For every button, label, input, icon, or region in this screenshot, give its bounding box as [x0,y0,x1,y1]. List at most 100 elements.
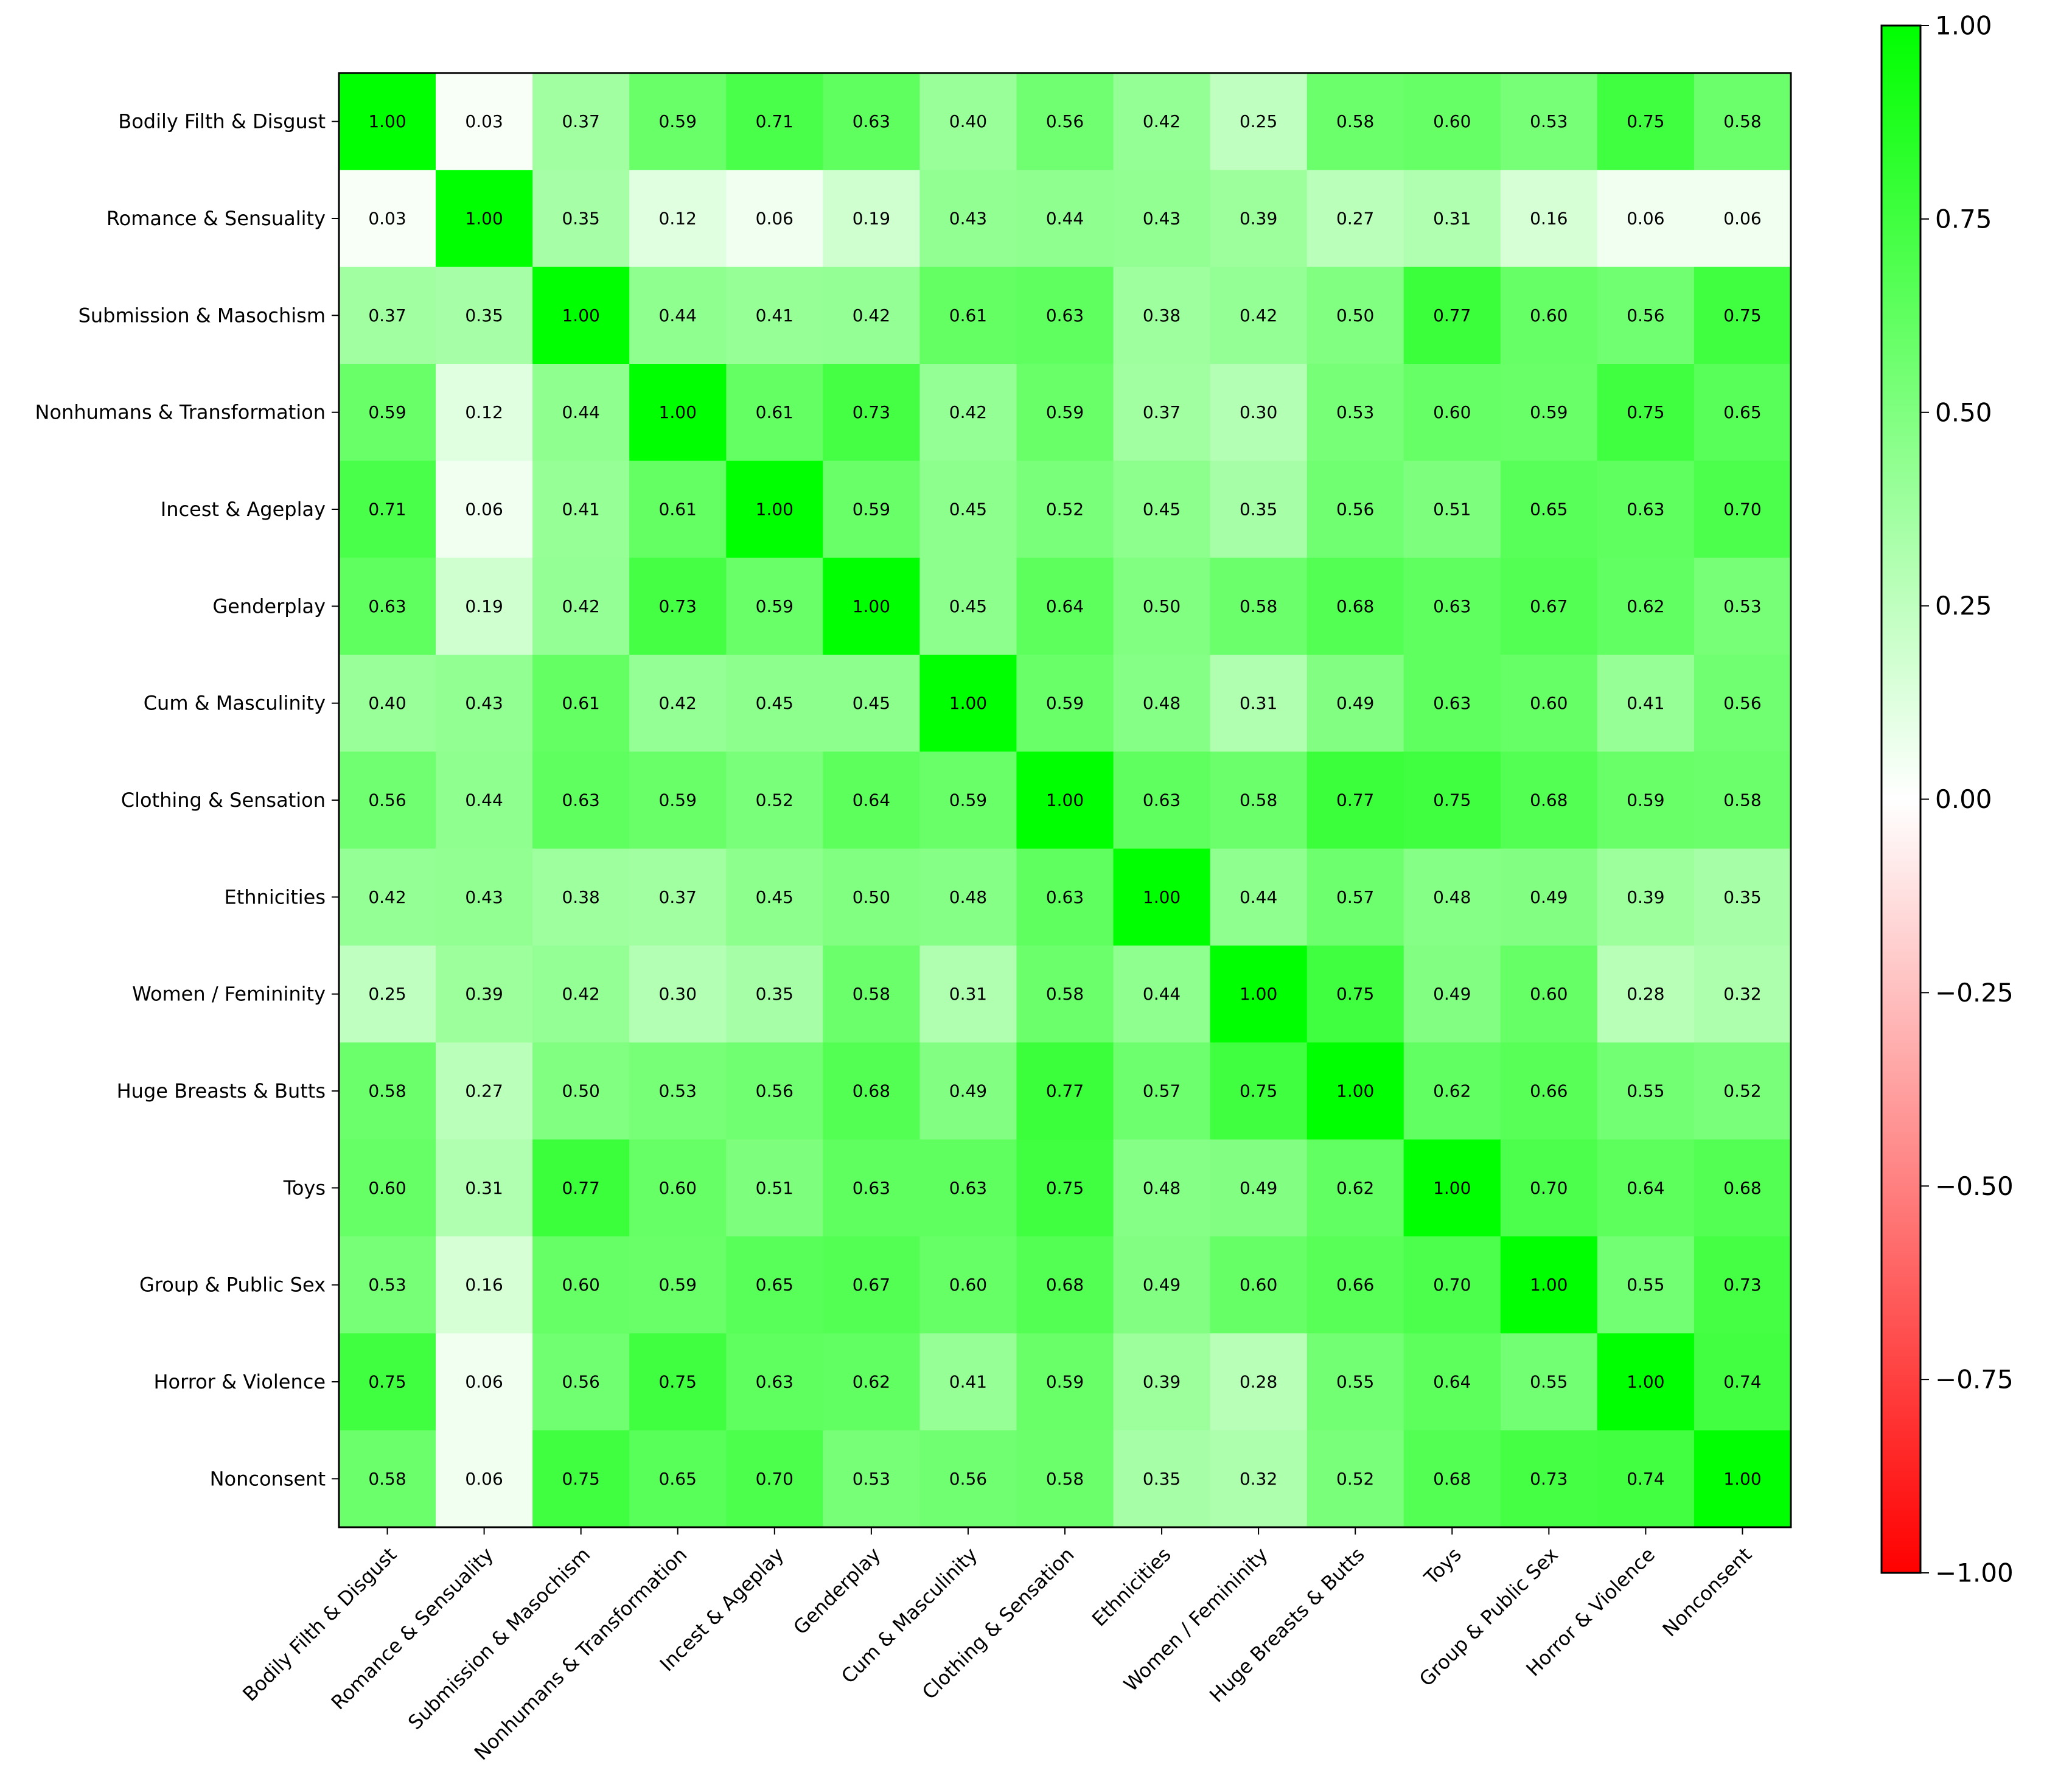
heatmap-cell [532,946,630,1043]
heatmap-cell [1500,1236,1598,1334]
cell-value-label: 0.56 [1336,500,1374,520]
heatmap-cell [1306,1333,1404,1431]
heatmap-cell [532,170,630,268]
cell-value-label: 0.12 [659,209,697,229]
heatmap-cell [1016,461,1114,559]
cell-value-label: 0.63 [1046,887,1084,907]
heatmap-cell [1016,946,1114,1043]
heatmap-cell [919,73,1017,170]
heatmap-cell [1306,267,1404,364]
heatmap-cell [726,1430,823,1528]
heatmap-cell [1403,1333,1501,1431]
cell-value-label: 0.68 [1046,1275,1084,1295]
cell-value-label: 0.37 [368,305,406,326]
heatmap-cell [823,1139,920,1237]
colorbar-tick-label: 0.75 [1935,204,1992,234]
cell-value-label: 0.52 [1046,500,1084,520]
heatmap-cell [1500,1139,1598,1237]
heatmap-cell [1597,1430,1695,1528]
heatmap-cell [1694,946,1791,1043]
cell-value-label: 0.60 [659,1178,697,1198]
heatmap-cell [1306,461,1404,559]
cell-value-label: 0.55 [1336,1372,1374,1392]
heatmap-cell [919,946,1017,1043]
heatmap-cell [823,461,920,559]
cell-value-label: 0.57 [1336,887,1374,907]
heatmap-cell [1403,1139,1501,1237]
y-tick-label: Romance & Sensuality [106,207,326,230]
cell-value-label: 0.06 [1627,209,1664,229]
heatmap-cell [726,1042,823,1140]
cell-value-label: 1.00 [1143,887,1181,907]
cell-value-label: 0.60 [949,1275,987,1295]
cell-value-label: 0.48 [1143,1178,1181,1198]
heatmap-cell [1016,267,1114,364]
heatmap-cell [1694,751,1791,849]
heatmap-cell [1113,73,1211,170]
cell-value-label: 0.70 [1433,1275,1471,1295]
heatmap-cell [919,848,1017,946]
heatmap-cell [1210,1236,1308,1334]
heatmap-cell [629,1430,727,1528]
cell-value-label: 0.39 [1627,887,1664,907]
heatmap-cell [919,1236,1017,1334]
cell-value-label: 0.53 [853,1469,890,1489]
cell-value-label: 0.63 [1433,693,1471,713]
heatmap-cell [1210,170,1308,268]
cell-value-label: 0.06 [465,500,503,520]
cell-value-label: 0.56 [756,1081,794,1101]
heatmap-cell [1306,73,1404,170]
heatmap-cell [532,1139,630,1237]
heatmap-cell [1306,364,1404,461]
cell-value-label: 0.06 [465,1469,503,1489]
x-tick-label: Ethnicities [1087,1543,1176,1631]
cell-value-label: 0.56 [562,1372,599,1392]
cell-value-label: 0.60 [562,1275,599,1295]
cell-value-label: 0.31 [465,1178,503,1198]
heatmap-cell [339,946,436,1043]
cell-value-label: 0.68 [1336,596,1374,616]
cell-value-label: 0.75 [1723,305,1761,326]
cell-value-label: 0.75 [659,1372,697,1392]
cell-value-label: 0.57 [1143,1081,1181,1101]
heatmap-cell [629,946,727,1043]
heatmap-cell [1306,655,1404,752]
cell-value-label: 0.59 [1046,693,1084,713]
cell-value-label: 0.62 [1336,1178,1374,1198]
heatmap-cell [919,751,1017,849]
heatmap-cell [1500,364,1598,461]
cell-value-label: 0.42 [562,984,599,1004]
cell-value-label: 1.00 [1046,790,1084,810]
cell-value-label: 0.12 [465,402,503,422]
heatmap-cell [823,170,920,268]
heatmap-cell [1694,364,1791,461]
heatmap-cell [1597,461,1695,559]
cell-value-label: 0.56 [368,790,406,810]
cell-value-label: 0.73 [1723,1275,1761,1295]
heatmap-cell [1597,73,1695,170]
cell-value-label: 0.38 [562,887,599,907]
cell-value-label: 0.42 [368,887,406,907]
cell-value-label: 0.68 [853,1081,890,1101]
heatmap-cell [1403,557,1501,655]
heatmap-cell [1403,1042,1501,1140]
heatmap-cell [1113,655,1211,752]
heatmap-cell [1597,170,1695,268]
colorbar-tick-label: −0.50 [1935,1171,2014,1201]
heatmap-cell [436,170,533,268]
cell-value-label: 0.35 [1723,887,1761,907]
cell-value-label: 0.38 [1143,305,1181,326]
heatmap-cell [919,655,1017,752]
heatmap-cell [726,267,823,364]
heatmap-cell [1113,1333,1211,1431]
heatmap-cell [436,1333,533,1431]
cell-value-label: 0.41 [756,305,794,326]
heatmap-cell [1210,267,1308,364]
heatmap-cell [823,1042,920,1140]
heatmap-cell [629,73,727,170]
y-tick-label: Clothing & Sensation [121,789,326,812]
cell-value-label: 0.58 [1240,790,1277,810]
cell-value-label: 0.59 [368,402,406,422]
heatmap-cell [1113,267,1211,364]
